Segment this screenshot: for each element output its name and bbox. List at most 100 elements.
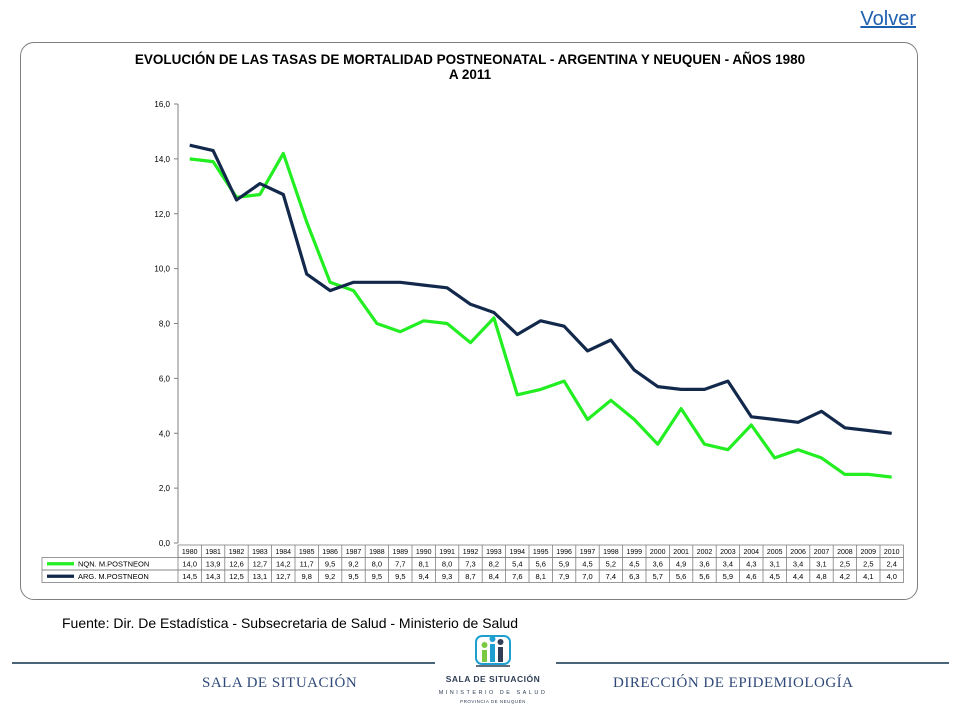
data-label: 4,9 [676,560,686,569]
data-label: 9,5 [372,572,382,581]
data-label: 8,0 [372,560,382,569]
data-label: 4,2 [840,572,850,581]
x-tick-label: 1984 [276,549,292,556]
x-tick-label: 2002 [697,549,713,556]
data-label: 4,4 [793,572,803,581]
y-tick-label: 12,0 [154,210,170,219]
data-label: 7,3 [465,560,475,569]
data-label: 8,1 [535,572,545,581]
data-label: 4,8 [816,572,826,581]
x-tick-label: 1986 [322,549,338,556]
footer-divider-left [12,662,435,664]
series-line-1 [189,151,892,479]
data-label: 4,6 [746,572,756,581]
data-label: 12,5 [229,572,244,581]
data-label: 5,6 [699,572,709,581]
x-tick-label: 2004 [744,549,760,556]
data-label: 8,4 [489,572,499,581]
y-tick-label: 8,0 [159,320,171,329]
x-tick-label: 1998 [603,549,619,556]
footer-right-label: DIRECCIÓN DE EPIDEMIOLOGÍA [613,675,854,691]
x-tick-label: 1994 [510,549,526,556]
data-label: 9,2 [348,560,358,569]
y-tick-label: 2,0 [159,484,171,493]
data-label: 9,3 [442,572,452,581]
data-label: 7,4 [606,572,616,581]
data-label: 7,7 [395,560,405,569]
data-label: 5,6 [535,560,545,569]
x-tick-label: 1996 [556,549,572,556]
data-label: 3,1 [816,560,826,569]
x-tick-label: 1985 [299,549,315,556]
y-tick-label: 14,0 [154,155,170,164]
x-tick-label: 1993 [486,549,502,556]
x-tick-label: 1987 [346,549,362,556]
x-tick-label: 2000 [650,549,666,556]
data-label: 3,6 [699,560,709,569]
data-label: 12,7 [253,560,268,569]
data-label: 14,5 [182,572,197,581]
table-row [41,569,904,583]
y-tick-label: 16,0 [154,100,170,109]
footer-divider-right [556,662,949,664]
y-tick-label: 0,0 [159,539,171,548]
x-tick-label: 1997 [580,549,596,556]
data-label: 2,4 [886,560,896,569]
data-label: 4,1 [863,572,873,581]
x-tick-label: 1991 [439,549,455,556]
data-label: 5,4 [512,560,522,569]
data-label: 9,5 [395,572,405,581]
y-tick-label: 10,0 [154,265,170,274]
x-tick-label: 1989 [393,549,409,556]
data-label: 2,5 [863,560,873,569]
chart-title-line2: A 2011 [448,67,492,82]
data-label: 5,6 [676,572,686,581]
logo-emblem-icon [475,635,511,667]
data-label: 5,9 [723,572,733,581]
x-tick-label: 1992 [463,549,479,556]
sala-de-situacion-logo: SALA DE SITUACIÓN MINISTERIO DE SALUD PR… [438,632,548,712]
data-label: 4,0 [886,572,896,581]
data-label: 3,4 [723,560,733,569]
x-tick-label: 1999 [627,549,643,556]
legend-label-1: NQN. M.POSTNEON [78,560,149,569]
data-label: 4,3 [746,560,756,569]
data-label: 8,0 [442,560,452,569]
x-tick-label: 2010 [884,549,900,556]
footer-left-label: SALA DE SITUACIÓN [202,675,358,691]
data-label: 9,5 [325,560,335,569]
data-label: 8,2 [489,560,499,569]
logo-subtitle: MINISTERIO DE SALUD [438,690,548,696]
data-label: 7,9 [559,572,569,581]
data-label: 6,3 [629,572,639,581]
data-label: 5,7 [652,572,662,581]
volver-link[interactable]: Volver [860,8,916,30]
data-label: 14,2 [276,560,291,569]
legend-label-2: ARG. M.POSTNEON [78,572,149,581]
x-tick-label: 1990 [416,549,432,556]
data-label: 9,5 [348,572,358,581]
x-tick-label: 2005 [767,549,783,556]
x-tick-label: 1982 [229,549,245,556]
chart-frame [20,42,918,600]
data-label: 7,0 [582,572,592,581]
x-tick-label: 1981 [205,549,221,556]
y-tick-label: 4,0 [159,429,171,438]
data-label: 5,9 [559,560,569,569]
x-tick-label: 2007 [814,549,830,556]
data-label: 7,6 [512,572,522,581]
data-label: 2,5 [840,560,850,569]
source-note: Fuente: Dir. De Estadística - Subsecreta… [62,615,518,631]
data-label: 13,9 [206,560,221,569]
x-tick-label: 2009 [861,549,877,556]
chart-title: EVOLUCIÓN DE LAS TASAS DE MORTALIDAD POS… [60,52,880,82]
data-label: 8,7 [465,572,475,581]
data-label: 14,0 [182,560,197,569]
x-tick-label: 2001 [673,549,689,556]
logo-province: PROVINCIA DE NEUQUÉN [460,699,526,704]
logo-title: SALA DE SITUACIÓN [445,674,541,684]
y-tick-label: 6,0 [159,374,171,383]
data-label: 11,7 [300,560,314,569]
data-label: 4,5 [629,560,639,569]
